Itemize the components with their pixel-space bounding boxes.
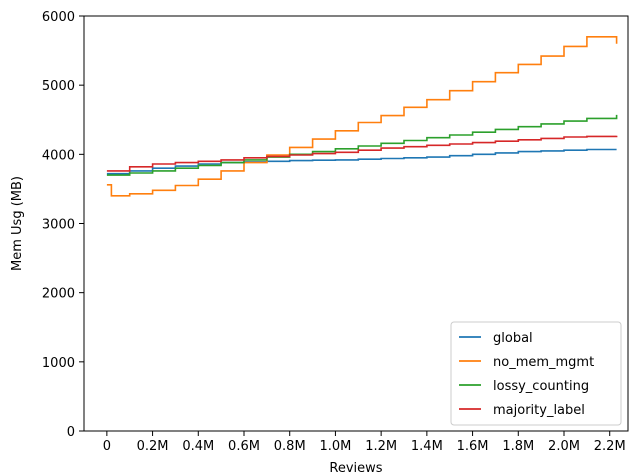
legend-label: lossy_counting: [493, 379, 589, 394]
y-axis-label: Mem Usg (MB): [10, 176, 25, 271]
legend-box: [450, 321, 622, 426]
series-lines: [106, 36, 618, 197]
x-tick-label: 0.6M: [228, 439, 260, 454]
x-tick-label: 2.2M: [594, 439, 626, 454]
x-tick-label: 0.2M: [137, 439, 169, 454]
series-line-no-mem-mgmt: [106, 36, 618, 197]
legend: global no_mem_mgmt lossy_counting majority_…: [450, 321, 622, 426]
legend-label: majority_label: [493, 403, 585, 418]
series-line-lossy-counting: [106, 114, 618, 176]
x-tick-label: 0.4M: [182, 439, 214, 454]
series-line-majority-label: [106, 135, 618, 172]
y-tick-label: 2000: [42, 287, 75, 302]
legend-label: no_mem_mgmt: [493, 355, 594, 370]
legend-label: global: [493, 331, 533, 346]
y-tick-label: 3000: [42, 218, 75, 233]
x-tick-label: 1.8M: [502, 439, 534, 454]
y-tick-label: 1000: [42, 356, 75, 371]
x-tick-label: 1.6M: [457, 439, 489, 454]
y-tick-label: 6000: [42, 10, 75, 25]
x-tick-label: 0: [103, 439, 111, 454]
x-tick-label: 1.2M: [365, 439, 397, 454]
x-tick-label: 0.8M: [274, 439, 306, 454]
x-axis: 0 0.2M 0.4M 0.6M 0.8M 1.0M 1.2M 1.4M 1.6M 1.8M 2.0…: [103, 431, 626, 454]
x-axis-label: Reviews: [329, 461, 382, 475]
y-tick-label: 0: [67, 425, 75, 440]
x-tick-label: 1.4M: [411, 439, 443, 454]
x-tick-label: 2.0M: [548, 439, 580, 454]
y-tick-label: 5000: [42, 79, 75, 94]
y-tick-label: 4000: [42, 148, 75, 163]
y-axis: 0 1000 2000 3000 4000 5000 6000: [42, 10, 84, 440]
x-tick-label: 1.0M: [319, 439, 351, 454]
